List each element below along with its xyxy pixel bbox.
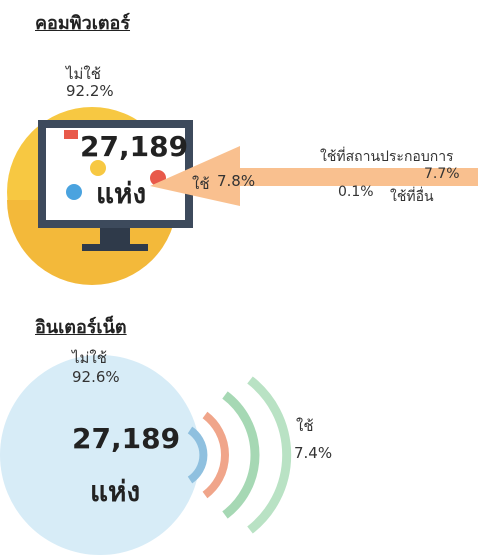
value: 7.7% <box>424 166 460 182</box>
monitor-stand <box>100 228 130 246</box>
section-title: อินเตอร์เน็ต <box>35 312 127 341</box>
value: 92.6% <box>72 368 120 386</box>
wifi-arc <box>205 415 225 495</box>
infographic: คอมพิวเตอร์ ไม่ใช้ 92.2% 27,189 แห่ง ใช้… <box>0 0 478 560</box>
total-unit: แห่ง <box>96 172 146 216</box>
label: ไม่ใช้ <box>72 346 107 370</box>
label: ใช้ <box>296 414 314 438</box>
value: 7.8% <box>217 172 255 190</box>
value: 92.2% <box>66 82 114 100</box>
label: ใช้ที่อื่น <box>390 186 434 208</box>
label: ใช้ที่สถานประกอบการ <box>320 146 454 168</box>
screen-dot <box>66 184 82 200</box>
screen-icon <box>64 130 78 139</box>
monitor-base <box>82 244 148 251</box>
total-unit: แห่ง <box>90 470 140 514</box>
value: 0.1% <box>338 184 374 200</box>
total-number: 27,189 <box>80 130 188 163</box>
value: 7.4% <box>294 444 332 462</box>
label: ใช้ <box>192 172 210 196</box>
total-number: 27,189 <box>72 422 180 455</box>
wifi-arc <box>225 395 255 515</box>
section-title: คอมพิวเตอร์ <box>35 8 130 37</box>
